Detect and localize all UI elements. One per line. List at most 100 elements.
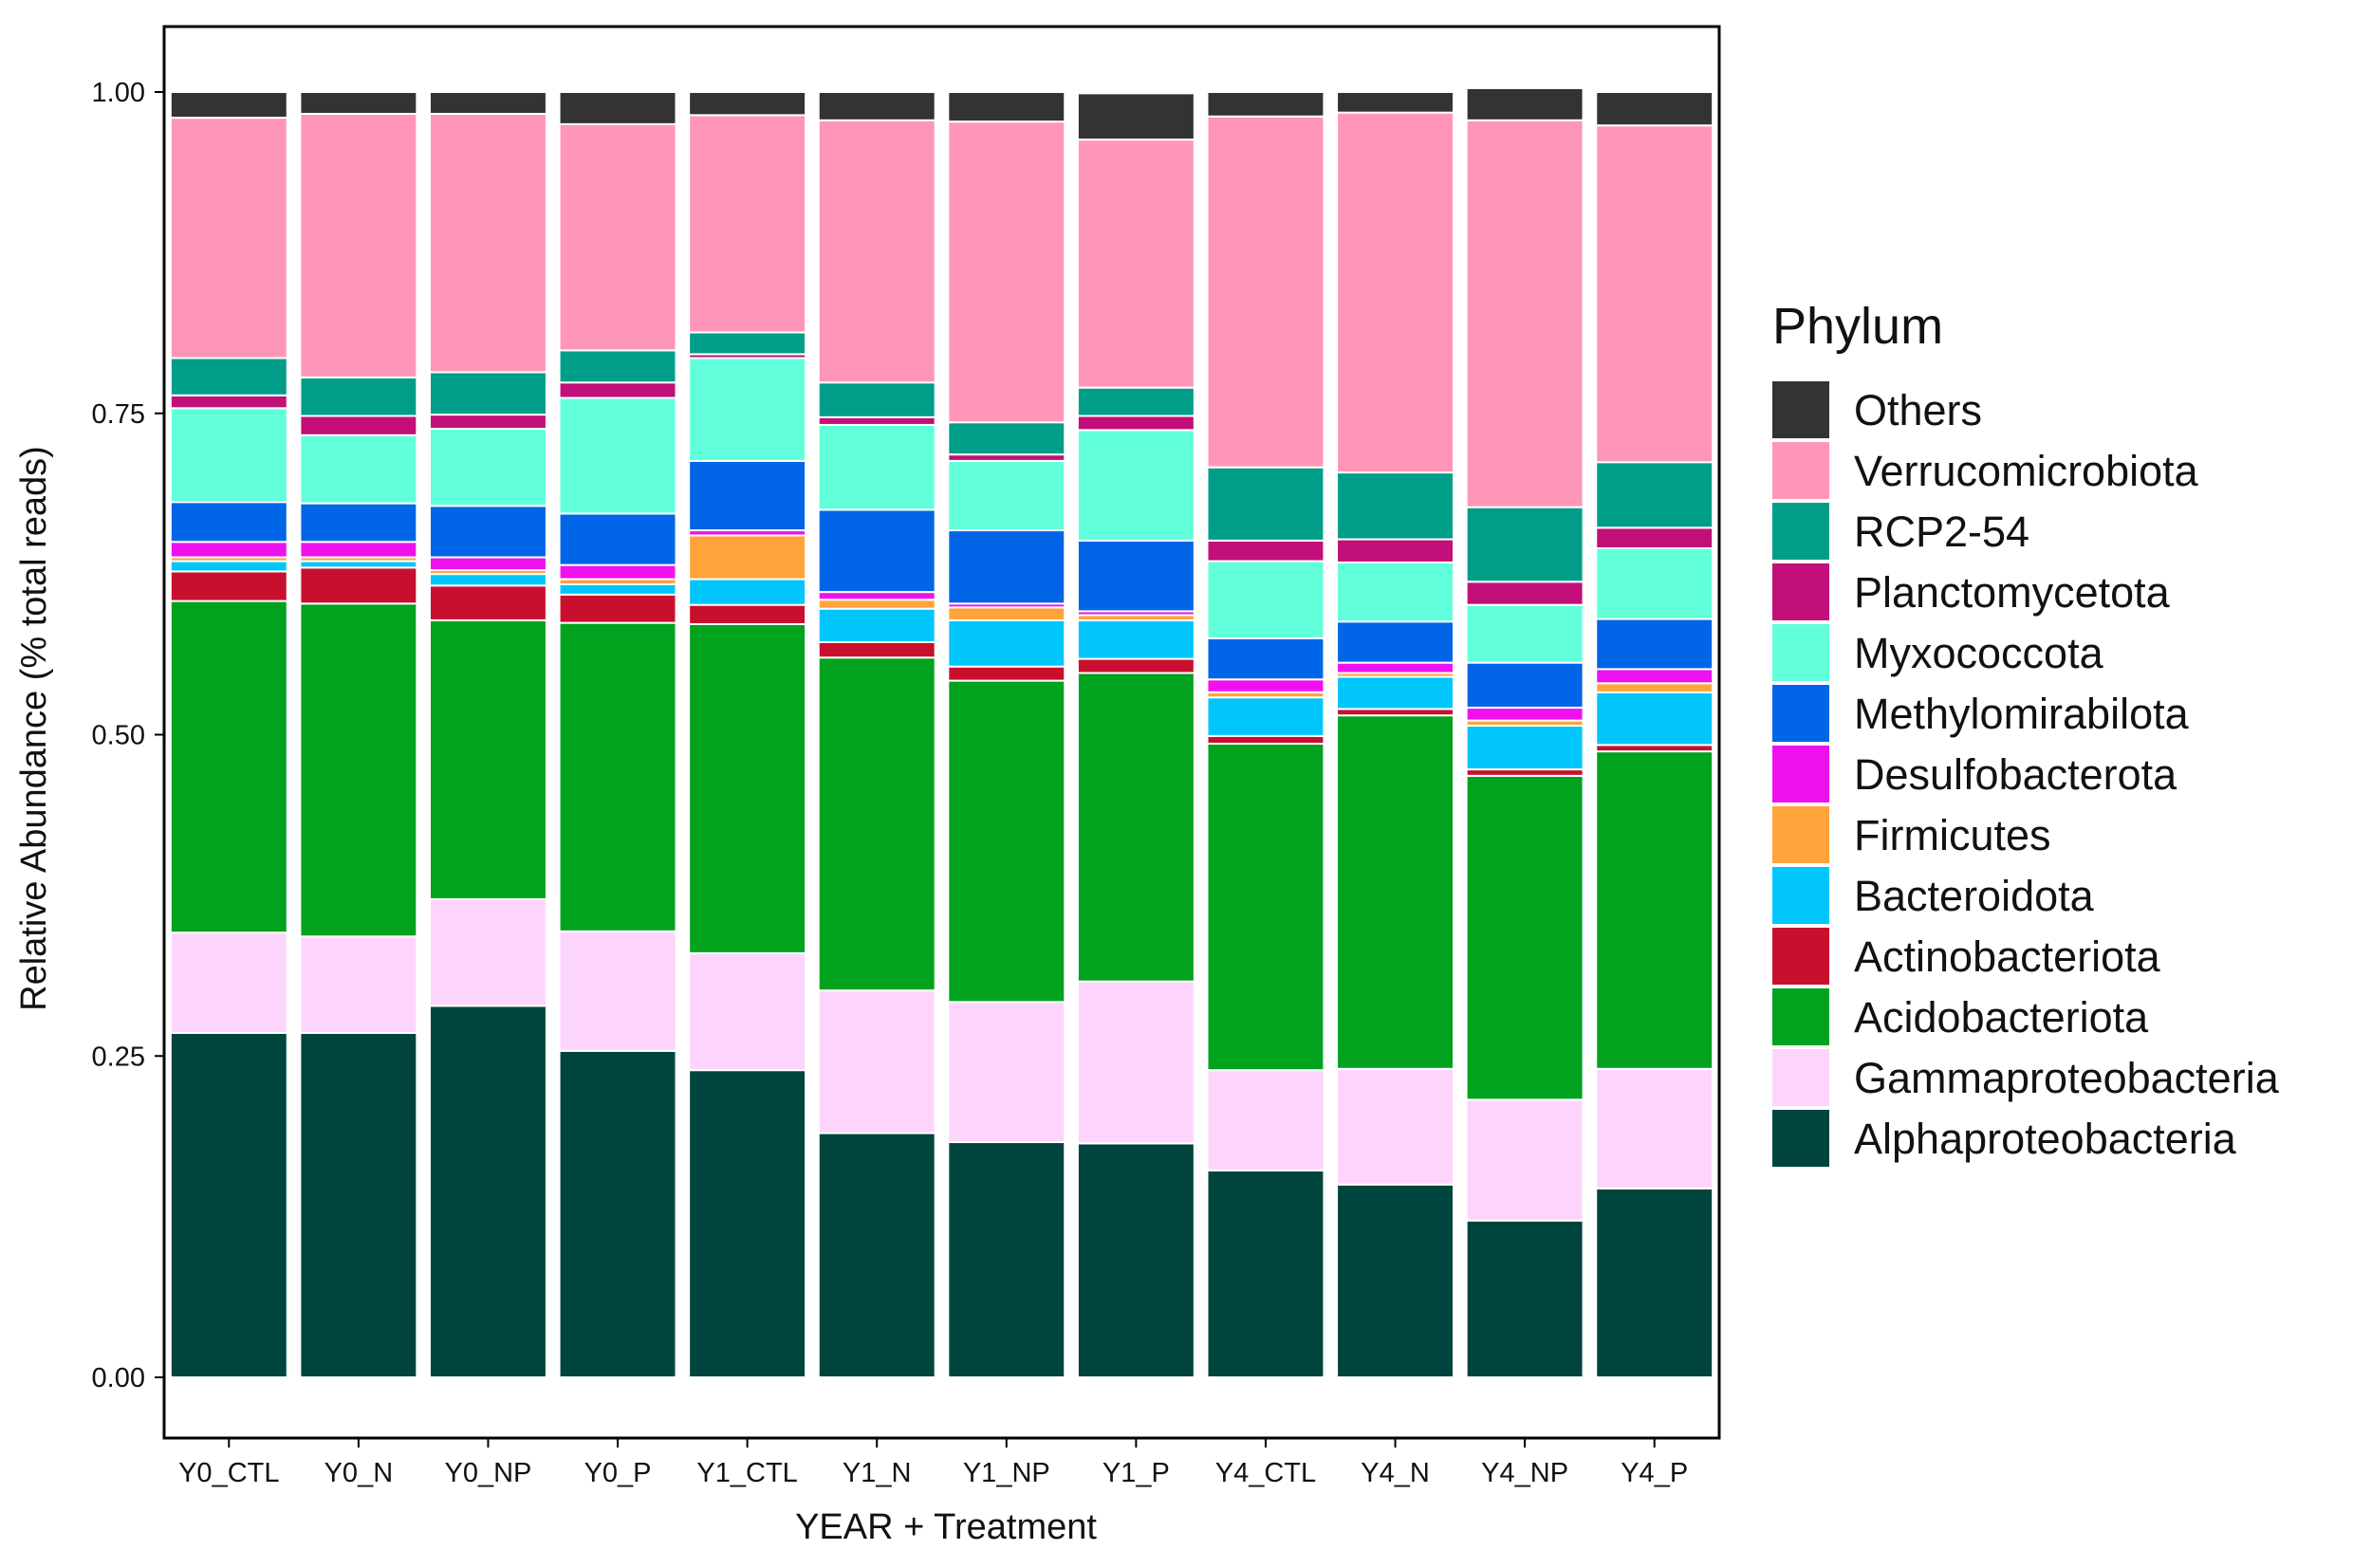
bar-segment-methylomirabilota-y1_ctl bbox=[688, 459, 807, 532]
bar-segment-myxococcota-y0_np bbox=[428, 428, 547, 507]
bar-segment-rcp2-54-y0_ctl bbox=[169, 357, 288, 397]
bar-segment-others-y1_np bbox=[947, 91, 1066, 123]
bar-segment-myxococcota-y0_ctl bbox=[169, 407, 288, 504]
bar-segment-others-y0_p bbox=[558, 91, 677, 125]
x-axis-title: YEAR + Treatment bbox=[795, 1507, 1097, 1547]
x-tick-label: Y1_NP bbox=[963, 1458, 1050, 1488]
bar-segment-bacteroidota-y0_n bbox=[299, 560, 418, 569]
bar-segment-others-y1_ctl bbox=[688, 91, 807, 117]
bar-segment-alphaproteobacteria-y1_n bbox=[817, 1132, 936, 1379]
bar-segment-actinobacteriota-y4_ctl bbox=[1206, 734, 1325, 745]
bar-segment-planctomycetota-y0_np bbox=[428, 414, 547, 431]
bar-segment-verrucomicrobiota-y0_ctl bbox=[169, 117, 288, 360]
bar-segment-bacteroidota-y4_n bbox=[1336, 675, 1455, 710]
legend-label: Verrucomicrobiota bbox=[1854, 447, 2199, 495]
y-tick-label: 1.00 bbox=[92, 78, 145, 108]
bar-segment-actinobacteriota-y0_ctl bbox=[169, 570, 288, 602]
bar-segment-planctomycetota-y4_ctl bbox=[1206, 539, 1325, 563]
bar-segment-gammaproteobacteria-y4_np bbox=[1465, 1098, 1584, 1222]
legend-swatch-methylomirabilota bbox=[1772, 685, 1829, 742]
bar-segment-actinobacteriota-y1_ctl bbox=[688, 603, 807, 625]
bar-segment-verrucomicrobiota-y0_n bbox=[299, 113, 418, 378]
bar-segment-rcp2-54-y1_n bbox=[817, 381, 936, 418]
bar-segment-actinobacteriota-y0_n bbox=[299, 566, 418, 605]
bar-segment-acidobacteriota-y4_p bbox=[1595, 750, 1714, 1070]
bar-segment-rcp2-54-y4_p bbox=[1595, 461, 1714, 529]
bar-segment-desulfobacterota-y4_np bbox=[1465, 707, 1584, 722]
legend-label: Firmicutes bbox=[1854, 811, 2051, 859]
bar-segment-planctomycetota-y0_n bbox=[299, 415, 418, 436]
bar-segment-others-y4_np bbox=[1465, 86, 1584, 121]
bar-segment-actinobacteriota-y1_p bbox=[1076, 657, 1195, 674]
bar-segment-acidobacteriota-y4_np bbox=[1465, 774, 1584, 1101]
bar-segment-acidobacteriota-y4_ctl bbox=[1206, 742, 1325, 1072]
y-axis-title: Relative Abundance (% total reads) bbox=[14, 446, 54, 1011]
bar-segment-bacteroidota-y0_np bbox=[428, 573, 547, 587]
bar-segment-myxococcota-y4_n bbox=[1336, 561, 1455, 623]
bar-segment-verrucomicrobiota-y4_np bbox=[1465, 119, 1584, 508]
bar-segment-firmicutes-y1_np bbox=[947, 606, 1066, 621]
legend-swatch-acidobacteriota bbox=[1772, 988, 1829, 1045]
bar-segment-desulfobacterota-y4_p bbox=[1595, 668, 1714, 685]
legend-swatch-alphaproteobacteria bbox=[1772, 1110, 1829, 1167]
x-tick-label: Y1_P bbox=[1102, 1458, 1170, 1488]
x-tick-label: Y0_CTL bbox=[178, 1458, 279, 1488]
bar-segment-myxococcota-y0_n bbox=[299, 434, 418, 505]
y-tick-label: 0.25 bbox=[92, 1042, 145, 1072]
bar-segment-acidobacteriota-y0_p bbox=[558, 621, 677, 932]
legend-label: Bacteroidota bbox=[1854, 872, 2095, 920]
bar-segment-actinobacteriota-y4_p bbox=[1595, 744, 1714, 753]
x-tick-label: Y4_CTL bbox=[1215, 1458, 1316, 1488]
bar-segment-rcp2-54-y0_n bbox=[299, 376, 418, 417]
bar-segment-others-y0_ctl bbox=[169, 91, 288, 120]
bar-segment-actinobacteriota-y1_n bbox=[817, 640, 936, 659]
bar-segment-verrucomicrobiota-y1_p bbox=[1076, 138, 1195, 389]
bar-segment-planctomycetota-y1_n bbox=[817, 415, 936, 426]
bar-segment-rcp2-54-y4_ctl bbox=[1206, 466, 1325, 542]
legend: Phylum Others Verrucomicrobiota RCP2-54 Pla… bbox=[1772, 298, 2280, 1167]
x-tick-label: Y1_N bbox=[843, 1458, 912, 1488]
bar-segment-desulfobacterota-y0_np bbox=[428, 556, 547, 572]
bar-segment-others-y1_p bbox=[1076, 92, 1195, 141]
bar-segment-verrucomicrobiota-y4_n bbox=[1336, 111, 1455, 474]
bar-segment-myxococcota-y1_p bbox=[1076, 429, 1195, 542]
bar-segment-verrucomicrobiota-y4_ctl bbox=[1206, 115, 1325, 469]
bar-segment-acidobacteriota-y0_n bbox=[299, 602, 418, 938]
bar-segment-rcp2-54-y0_np bbox=[428, 371, 547, 416]
bar-segment-acidobacteriota-y1_ctl bbox=[688, 622, 807, 954]
bar-segment-alphaproteobacteria-y1_np bbox=[947, 1141, 1066, 1379]
bar-segment-alphaproteobacteria-y1_ctl bbox=[688, 1069, 807, 1379]
bar-segment-methylomirabilota-y1_p bbox=[1076, 539, 1195, 613]
bar-segment-rcp2-54-y1_ctl bbox=[688, 331, 807, 356]
x-tick-label: Y4_NP bbox=[1481, 1458, 1568, 1488]
bar-segment-planctomycetota-y4_n bbox=[1336, 538, 1455, 563]
bar-segment-actinobacteriota-y1_np bbox=[947, 665, 1066, 682]
legend-label: Planctomycetota bbox=[1854, 568, 2171, 617]
bar-segment-bacteroidota-y4_p bbox=[1595, 691, 1714, 747]
bar-segment-myxococcota-y4_p bbox=[1595, 547, 1714, 620]
bar-segment-methylomirabilota-y0_p bbox=[558, 512, 677, 566]
axes-layer: Y0_CTL Y0_N Y0_NP Y0_P Y1_CTL Y1_N Y1_NP Y1_P Y4… bbox=[92, 25, 1721, 1488]
x-tick-label: Y0_N bbox=[324, 1458, 394, 1488]
bar-segment-gammaproteobacteria-y4_ctl bbox=[1206, 1069, 1325, 1171]
legend-label: Alphaproteobacteria bbox=[1854, 1115, 2237, 1163]
bar-segment-planctomycetota-y1_np bbox=[947, 453, 1066, 462]
bar-segment-actinobacteriota-y0_p bbox=[558, 593, 677, 624]
bar-segment-alphaproteobacteria-y4_ctl bbox=[1206, 1169, 1325, 1378]
x-tick-label: Y1_CTL bbox=[696, 1458, 797, 1488]
bar-segment-methylomirabilota-y0_np bbox=[428, 505, 547, 559]
bar-segment-desulfobacterota-y0_n bbox=[299, 541, 418, 559]
bar-segment-bacteroidota-y4_ctl bbox=[1206, 696, 1325, 737]
bar-segment-myxococcota-y1_n bbox=[817, 423, 936, 511]
bar-segment-myxococcota-y1_np bbox=[947, 459, 1066, 532]
bars-layer bbox=[169, 86, 1714, 1379]
bar-segment-acidobacteriota-y1_n bbox=[817, 656, 936, 992]
legend-label: Desulfobacterota bbox=[1854, 750, 2177, 799]
bar-segment-alphaproteobacteria-y0_np bbox=[428, 1005, 547, 1379]
legend-title: Phylum bbox=[1772, 298, 1943, 355]
bar-segment-gammaproteobacteria-y0_ctl bbox=[169, 932, 288, 1034]
legend-swatch-bacteroidota bbox=[1772, 867, 1829, 924]
legend-label: Acidobacteriota bbox=[1854, 993, 2149, 1042]
bar-segment-gammaproteobacteria-y0_np bbox=[428, 897, 547, 1007]
